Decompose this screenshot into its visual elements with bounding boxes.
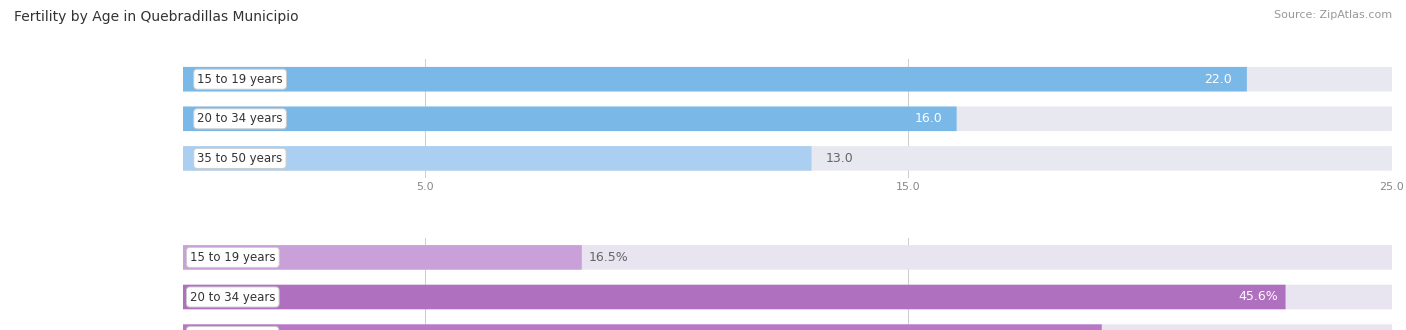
Text: 20 to 34 years: 20 to 34 years <box>197 112 283 125</box>
Text: 45.6%: 45.6% <box>1239 290 1278 304</box>
Text: 35 to 50 years: 35 to 50 years <box>197 152 283 165</box>
FancyBboxPatch shape <box>183 324 1102 330</box>
FancyBboxPatch shape <box>183 245 1392 270</box>
FancyBboxPatch shape <box>183 67 1392 91</box>
FancyBboxPatch shape <box>183 107 956 131</box>
FancyBboxPatch shape <box>183 285 1392 309</box>
FancyBboxPatch shape <box>183 107 1392 131</box>
Text: 13.0: 13.0 <box>827 152 853 165</box>
FancyBboxPatch shape <box>183 324 1392 330</box>
FancyBboxPatch shape <box>183 245 582 270</box>
Text: 16.5%: 16.5% <box>589 251 628 264</box>
Text: 15 to 19 years: 15 to 19 years <box>190 251 276 264</box>
Text: 22.0: 22.0 <box>1205 73 1232 86</box>
Text: Fertility by Age in Quebradillas Municipio: Fertility by Age in Quebradillas Municip… <box>14 10 298 24</box>
FancyBboxPatch shape <box>183 67 1247 91</box>
Text: Source: ZipAtlas.com: Source: ZipAtlas.com <box>1274 10 1392 20</box>
FancyBboxPatch shape <box>183 285 1285 309</box>
FancyBboxPatch shape <box>183 146 811 171</box>
Text: 16.0: 16.0 <box>914 112 942 125</box>
FancyBboxPatch shape <box>183 146 1392 171</box>
Text: 15 to 19 years: 15 to 19 years <box>197 73 283 86</box>
Text: 20 to 34 years: 20 to 34 years <box>190 290 276 304</box>
